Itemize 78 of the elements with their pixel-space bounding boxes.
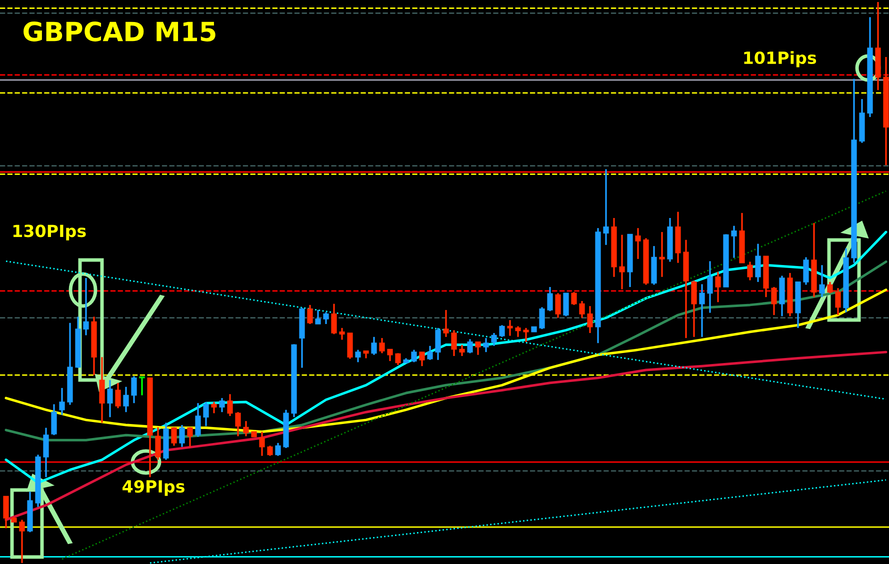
candlestick — [659, 231, 665, 278]
candlestick — [395, 352, 401, 366]
candlestick — [419, 351, 425, 367]
candlestick — [459, 344, 465, 357]
candlestick — [475, 341, 481, 356]
candlestick — [523, 327, 529, 343]
candlestick — [107, 379, 113, 418]
candlestick — [803, 256, 809, 286]
candlestick — [587, 305, 593, 334]
candlestick — [435, 327, 441, 361]
candlestick — [115, 382, 121, 409]
candlestick — [179, 424, 185, 448]
annotation: 130PIps — [13, 224, 86, 240]
candlestick — [731, 225, 737, 259]
candlestick — [315, 309, 321, 325]
candlestick — [715, 271, 721, 303]
candlestick — [427, 345, 433, 361]
candlestick — [699, 283, 705, 338]
candlestick — [123, 386, 129, 413]
candlestick — [3, 495, 9, 530]
candlestick — [483, 337, 489, 353]
candlestick — [83, 277, 89, 336]
candlestick — [227, 393, 233, 417]
candlestick — [819, 264, 825, 298]
candlestick — [443, 309, 449, 338]
candlestick — [619, 234, 625, 290]
candlestick — [51, 403, 57, 436]
candlestick — [467, 338, 473, 354]
candlestick — [243, 420, 249, 438]
candlestick — [747, 260, 753, 282]
candlestick — [259, 430, 265, 457]
candlestick — [755, 242, 761, 283]
candlestick — [707, 260, 713, 314]
text: GBPCAD M15 — [24, 22, 216, 42]
candlestick — [507, 319, 513, 337]
candlestick — [603, 168, 609, 246]
candlestick — [827, 281, 833, 294]
candlestick — [187, 426, 193, 448]
candlestick — [691, 280, 697, 338]
candlestick — [19, 518, 25, 564]
candlestick — [203, 401, 209, 427]
candlestick — [539, 306, 545, 330]
candlestick — [139, 376, 145, 396]
annotation: 49PIps — [122, 480, 184, 496]
candlestick — [195, 402, 201, 438]
candlestick — [771, 286, 777, 316]
candlestick — [371, 336, 377, 356]
candlestick — [219, 397, 225, 413]
candlestick — [355, 348, 361, 363]
candlestick — [43, 426, 49, 478]
candlestick — [411, 348, 417, 363]
candlestick — [99, 356, 105, 424]
candlestick — [379, 337, 385, 354]
candlestick — [499, 324, 505, 338]
candlestick — [211, 401, 217, 414]
candlestick — [387, 348, 393, 362]
candlestick — [59, 387, 65, 416]
candlestick — [131, 375, 137, 404]
candlestick — [555, 292, 561, 319]
candlestick — [235, 411, 241, 438]
candlestick — [171, 426, 177, 447]
candlestick — [451, 329, 457, 357]
candlestick — [339, 327, 345, 341]
candlestick — [547, 286, 553, 312]
candlestick — [571, 291, 577, 306]
candlestick — [515, 325, 521, 338]
candlestick — [563, 292, 569, 317]
candlestick — [307, 304, 313, 325]
candlestick — [579, 300, 585, 319]
candlestick — [323, 311, 329, 325]
candlestick — [491, 332, 497, 347]
candlestick — [155, 426, 161, 461]
candlestick — [835, 287, 841, 316]
candlestick — [331, 302, 337, 335]
candlestick — [267, 444, 273, 457]
candlestick — [635, 227, 641, 260]
annotation: 101Pips — [744, 51, 816, 68]
candlestick — [275, 442, 281, 457]
